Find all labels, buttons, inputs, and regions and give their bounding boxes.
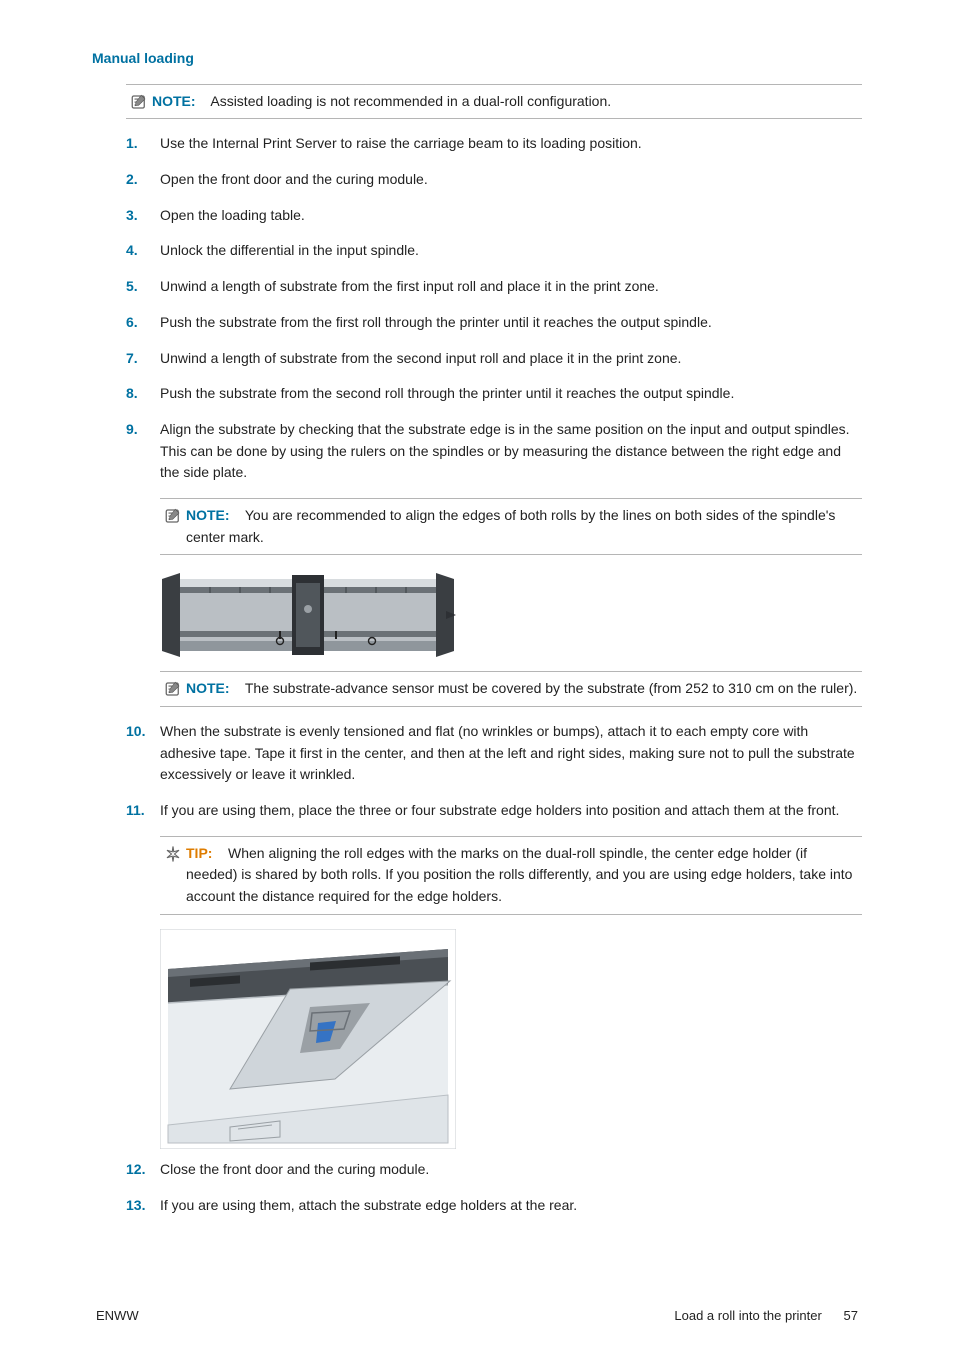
step-number: 9. xyxy=(126,419,160,484)
steps-list: 1.Use the Internal Print Server to raise… xyxy=(126,133,862,484)
step-number: 12. xyxy=(126,1159,160,1181)
note-text: The substrate-advance sensor must be cov… xyxy=(245,680,857,696)
step-number: 8. xyxy=(126,383,160,405)
note-label: NOTE: xyxy=(186,680,230,696)
step-text: When the substrate is evenly tensioned a… xyxy=(160,721,862,786)
section-heading: Manual loading xyxy=(92,48,862,70)
step-text: Unwind a length of substrate from the se… xyxy=(160,348,862,370)
step-number: 11. xyxy=(126,800,160,822)
figure-spindle xyxy=(160,569,862,661)
tip-icon xyxy=(164,845,182,863)
step-8: 8.Push the substrate from the second rol… xyxy=(126,383,862,405)
footer-page-number: 57 xyxy=(844,1308,858,1323)
step-7: 7.Unwind a length of substrate from the … xyxy=(126,348,862,370)
steps-list-2: 10.When the substrate is evenly tensione… xyxy=(126,721,862,822)
step-number: 2. xyxy=(126,169,160,191)
step-6: 6.Push the substrate from the first roll… xyxy=(126,312,862,334)
note-step9: NOTE: You are recommended to align the e… xyxy=(160,498,862,555)
note-after-fig1: NOTE: The substrate-advance sensor must … xyxy=(160,671,862,707)
step-2: 2.Open the front door and the curing mod… xyxy=(126,169,862,191)
figure-edge-holder xyxy=(160,929,862,1149)
step-10: 10.When the substrate is evenly tensione… xyxy=(126,721,862,786)
step-text: Open the loading table. xyxy=(160,205,862,227)
step-text: If you are using them, attach the substr… xyxy=(160,1195,862,1217)
step-text: Push the substrate from the first roll t… xyxy=(160,312,862,334)
step-text: Open the front door and the curing modul… xyxy=(160,169,862,191)
step-number: 10. xyxy=(126,721,160,786)
step-number: 1. xyxy=(126,133,160,155)
step-text: Use the Internal Print Server to raise t… xyxy=(160,133,862,155)
note-icon xyxy=(164,680,182,698)
step-text: Push the substrate from the second roll … xyxy=(160,383,862,405)
note-top: NOTE: Assisted loading is not recommende… xyxy=(126,84,862,120)
note-icon xyxy=(164,507,182,525)
tip-text: When aligning the roll edges with the ma… xyxy=(186,845,852,904)
step-text: If you are using them, place the three o… xyxy=(160,800,862,822)
step-text: Unlock the differential in the input spi… xyxy=(160,240,862,262)
step-11: 11.If you are using them, place the thre… xyxy=(126,800,862,822)
step-number: 7. xyxy=(126,348,160,370)
note-icon xyxy=(130,93,148,111)
note-label: NOTE: xyxy=(152,93,196,109)
note-text: Assisted loading is not recommended in a… xyxy=(210,93,611,109)
step-number: 5. xyxy=(126,276,160,298)
step-12: 12.Close the front door and the curing m… xyxy=(126,1159,862,1181)
step-4: 4.Unlock the differential in the input s… xyxy=(126,240,862,262)
page-footer: ENWW Load a roll into the printer 57 xyxy=(92,1306,862,1326)
step-text: Unwind a length of substrate from the fi… xyxy=(160,276,862,298)
step-number: 6. xyxy=(126,312,160,334)
footer-left: ENWW xyxy=(96,1306,139,1326)
steps-list-3: 12.Close the front door and the curing m… xyxy=(126,1159,862,1216)
step-1: 1.Use the Internal Print Server to raise… xyxy=(126,133,862,155)
step-text: Align the substrate by checking that the… xyxy=(160,419,862,484)
step-3: 3.Open the loading table. xyxy=(126,205,862,227)
tip-step11: TIP: When aligning the roll edges with t… xyxy=(160,836,862,915)
step-number: 13. xyxy=(126,1195,160,1217)
step-9: 9.Align the substrate by checking that t… xyxy=(126,419,862,484)
note-text: You are recommended to align the edges o… xyxy=(186,507,835,545)
step-13: 13.If you are using them, attach the sub… xyxy=(126,1195,862,1217)
step-number: 3. xyxy=(126,205,160,227)
step-5: 5.Unwind a length of substrate from the … xyxy=(126,276,862,298)
footer-section-title: Load a roll into the printer xyxy=(674,1308,821,1323)
note-label: NOTE: xyxy=(186,507,230,523)
step-number: 4. xyxy=(126,240,160,262)
step-text: Close the front door and the curing modu… xyxy=(160,1159,862,1181)
tip-label: TIP: xyxy=(186,845,212,861)
